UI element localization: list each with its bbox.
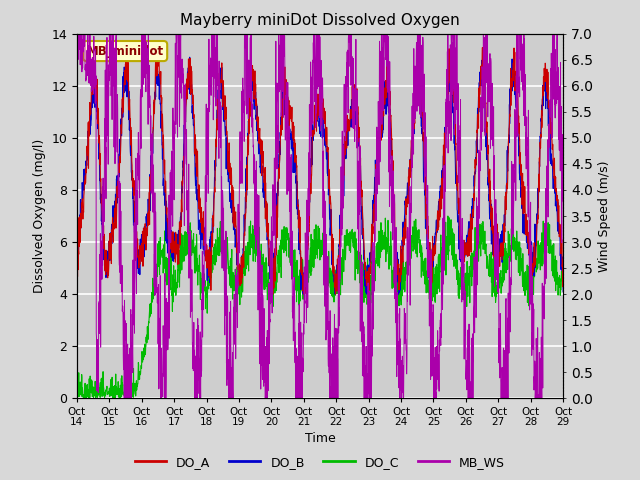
Bar xyxy=(77,190,563,242)
Bar xyxy=(77,0,563,34)
Y-axis label: Dissolved Oxygen (mg/l): Dissolved Oxygen (mg/l) xyxy=(33,139,45,293)
Text: MB_minidot: MB_minidot xyxy=(86,45,164,58)
Bar xyxy=(77,138,563,190)
Bar xyxy=(77,242,563,294)
Title: Mayberry miniDot Dissolved Oxygen: Mayberry miniDot Dissolved Oxygen xyxy=(180,13,460,28)
X-axis label: Time: Time xyxy=(305,432,335,445)
Legend: DO_A, DO_B, DO_C, MB_WS: DO_A, DO_B, DO_C, MB_WS xyxy=(130,451,510,474)
Bar xyxy=(77,294,563,346)
Y-axis label: Wind Speed (m/s): Wind Speed (m/s) xyxy=(598,160,611,272)
Bar xyxy=(77,34,563,86)
Bar xyxy=(77,346,563,398)
Bar xyxy=(77,86,563,138)
